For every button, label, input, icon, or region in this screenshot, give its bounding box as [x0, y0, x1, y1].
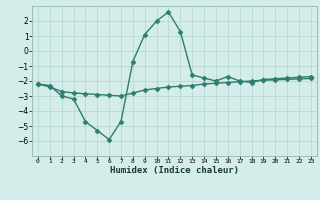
X-axis label: Humidex (Indice chaleur): Humidex (Indice chaleur) — [110, 166, 239, 175]
